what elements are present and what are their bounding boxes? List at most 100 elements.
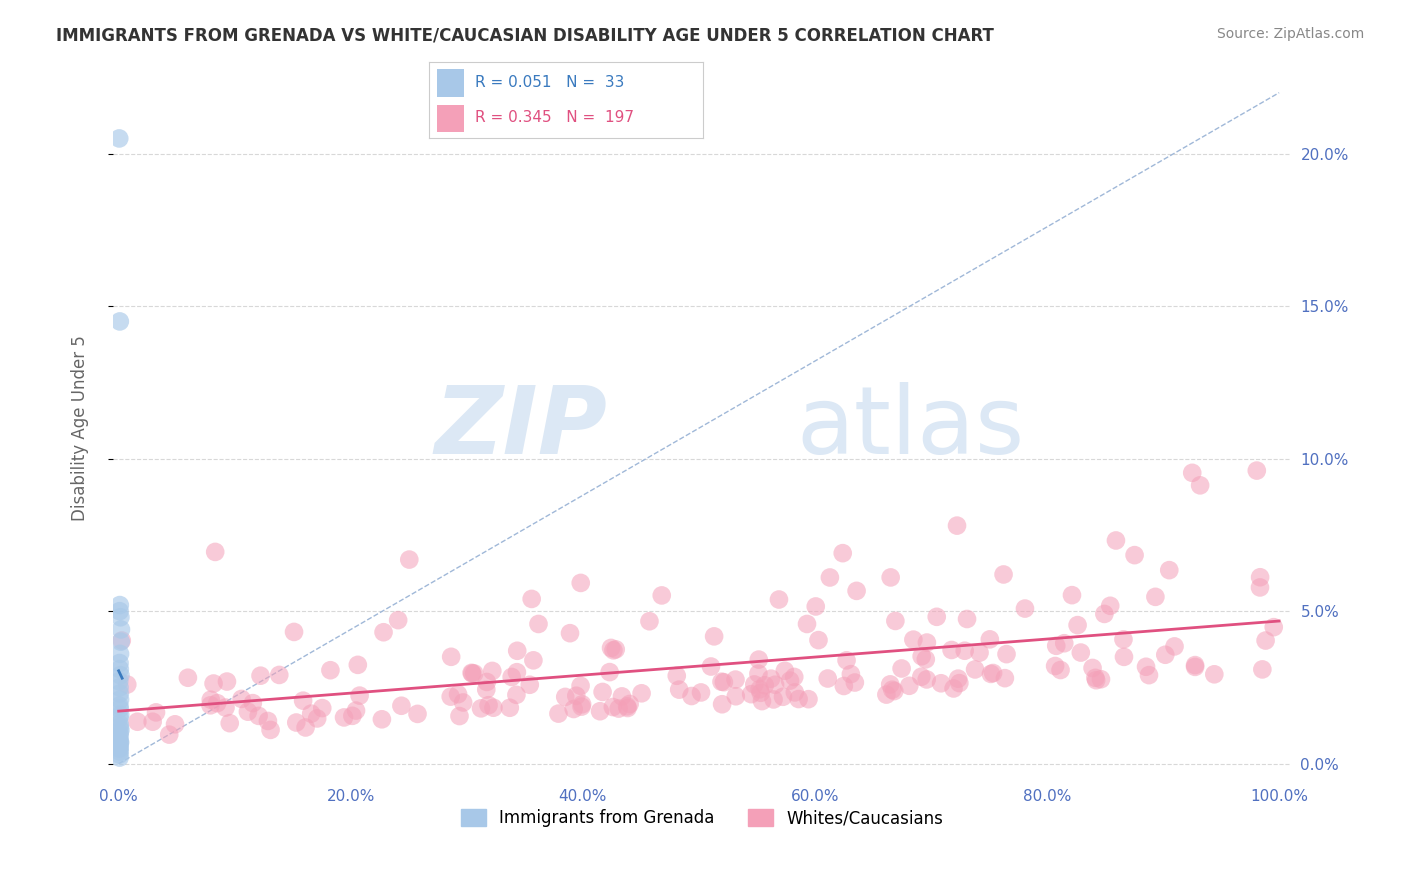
- Point: [319, 663, 342, 677]
- Text: atlas: atlas: [796, 382, 1024, 475]
- Point: [110, 623, 132, 637]
- Point: [1163, 640, 1185, 654]
- Point: [108, 711, 131, 725]
- Point: [981, 665, 1004, 680]
- Point: [835, 653, 858, 667]
- Point: [884, 614, 907, 628]
- Point: [307, 711, 329, 725]
- Point: [111, 633, 134, 648]
- Point: [1204, 667, 1226, 681]
- Point: [1189, 478, 1212, 492]
- Point: [547, 706, 569, 721]
- Point: [110, 634, 132, 648]
- Point: [108, 681, 131, 695]
- Point: [349, 689, 371, 703]
- Point: [117, 677, 139, 691]
- Point: [1144, 590, 1167, 604]
- Point: [946, 672, 969, 686]
- Point: [110, 723, 132, 738]
- Point: [449, 709, 471, 723]
- Point: [108, 729, 131, 743]
- Point: [630, 686, 652, 700]
- Point: [204, 545, 226, 559]
- Point: [783, 670, 806, 684]
- Point: [108, 735, 131, 749]
- Point: [562, 702, 585, 716]
- Point: [1184, 658, 1206, 673]
- Point: [108, 735, 131, 749]
- Point: [915, 673, 938, 687]
- Point: [202, 676, 225, 690]
- Point: [1053, 636, 1076, 650]
- FancyBboxPatch shape: [437, 70, 464, 96]
- Point: [1246, 464, 1268, 478]
- Point: [482, 700, 505, 714]
- Point: [1263, 620, 1285, 634]
- Text: R = 0.051   N =  33: R = 0.051 N = 33: [475, 76, 624, 90]
- Point: [915, 635, 938, 649]
- Point: [882, 682, 904, 697]
- Point: [668, 682, 690, 697]
- Point: [475, 675, 498, 690]
- Point: [1090, 672, 1112, 686]
- Point: [108, 732, 131, 747]
- Point: [616, 701, 638, 715]
- Point: [751, 694, 773, 708]
- Point: [831, 546, 853, 560]
- Point: [108, 674, 131, 689]
- Point: [1070, 646, 1092, 660]
- Point: [470, 701, 492, 715]
- Legend: Immigrants from Grenada, Whites/Caucasians: Immigrants from Grenada, Whites/Caucasia…: [454, 802, 949, 834]
- Point: [387, 613, 409, 627]
- Point: [711, 698, 734, 712]
- Point: [108, 692, 131, 706]
- Point: [499, 700, 522, 714]
- Point: [569, 575, 592, 590]
- Point: [460, 665, 482, 680]
- Point: [477, 698, 499, 713]
- Point: [1154, 648, 1177, 662]
- Point: [713, 675, 735, 690]
- Point: [1254, 633, 1277, 648]
- Point: [797, 692, 820, 706]
- Point: [839, 667, 862, 681]
- Point: [602, 700, 624, 714]
- Point: [506, 665, 529, 680]
- Point: [565, 689, 588, 703]
- Point: [1043, 659, 1066, 673]
- Point: [681, 689, 703, 703]
- Point: [1014, 601, 1036, 615]
- Point: [259, 723, 281, 737]
- Point: [108, 717, 131, 731]
- Point: [522, 653, 544, 667]
- Point: [108, 707, 131, 722]
- Point: [754, 678, 776, 692]
- Point: [748, 652, 770, 666]
- Point: [571, 699, 593, 714]
- Point: [1249, 570, 1271, 584]
- Point: [1060, 588, 1083, 602]
- Point: [783, 685, 806, 699]
- Point: [592, 685, 614, 699]
- Point: [346, 657, 368, 672]
- Point: [110, 668, 132, 682]
- FancyBboxPatch shape: [437, 105, 464, 132]
- Point: [747, 666, 769, 681]
- Point: [994, 671, 1017, 685]
- Point: [311, 701, 333, 715]
- Point: [1105, 533, 1128, 548]
- Point: [108, 314, 131, 328]
- Point: [391, 698, 413, 713]
- Point: [108, 131, 131, 145]
- Point: [1045, 639, 1067, 653]
- Point: [344, 704, 367, 718]
- Point: [665, 669, 688, 683]
- Point: [475, 682, 498, 697]
- Point: [1081, 661, 1104, 675]
- Point: [200, 692, 222, 706]
- Point: [108, 741, 131, 756]
- Point: [440, 690, 463, 704]
- Point: [506, 644, 529, 658]
- Point: [269, 668, 291, 682]
- Point: [1135, 660, 1157, 674]
